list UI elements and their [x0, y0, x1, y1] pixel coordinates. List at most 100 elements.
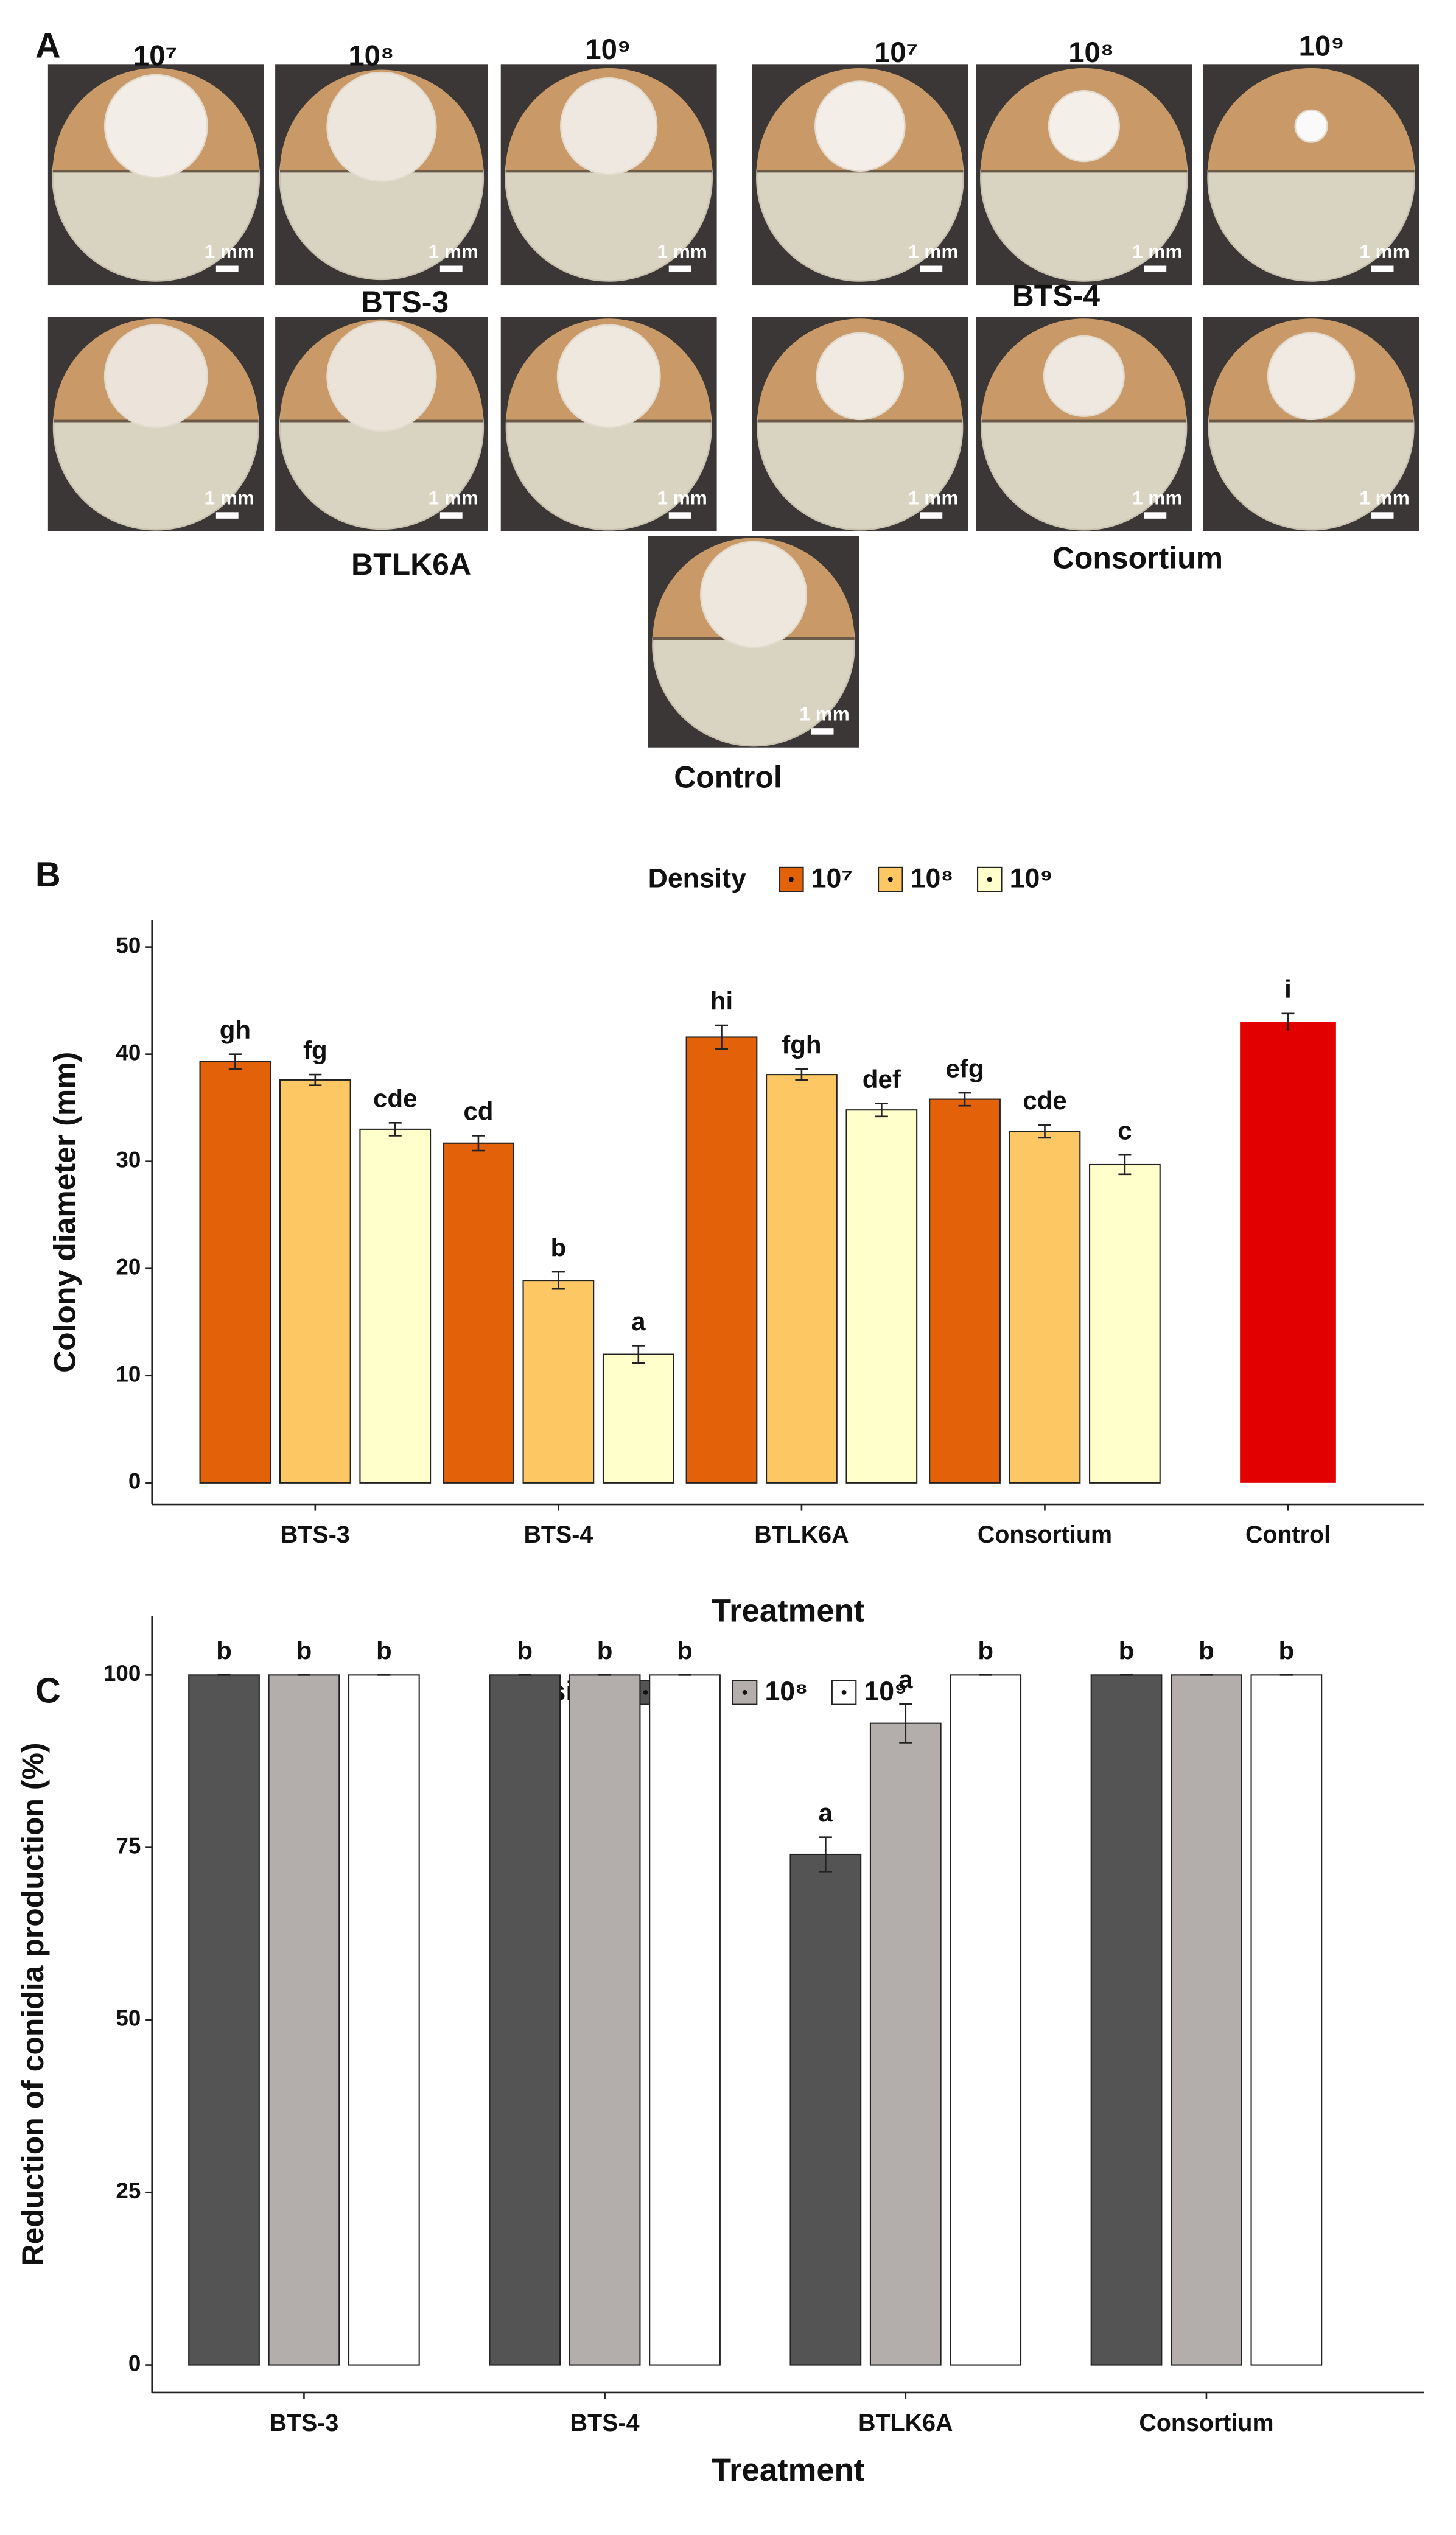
bar: [348, 1674, 420, 2366]
legend-label: 10⁹: [1010, 864, 1053, 894]
legend-dot: [887, 877, 893, 882]
colony: [1043, 335, 1125, 417]
density-label: 10⁹: [1299, 30, 1345, 63]
significance-letter: b: [1279, 1636, 1295, 1665]
significance-letter: gh: [220, 1015, 251, 1044]
x-tick-label: BTS-3: [269, 2410, 338, 2436]
significance-letter: hi: [710, 986, 733, 1015]
y-tick-label: 40: [116, 1040, 141, 1065]
significance-letter: a: [631, 1307, 646, 1336]
scale-bar-label: 1 mm: [657, 487, 707, 509]
legend-dot: [742, 1689, 747, 1695]
bar: [1090, 1674, 1163, 2366]
bar: [1171, 1674, 1242, 2366]
y-tick-label: 100: [103, 1661, 141, 1686]
error-bar: [715, 1024, 728, 1050]
scale-bar: [1144, 512, 1167, 519]
significance-letter: b: [296, 1636, 312, 1665]
error-bar: [632, 1345, 645, 1364]
scale-bar-label: 1 mm: [1132, 487, 1182, 509]
scale-bar-label: 1 mm: [1359, 487, 1409, 509]
error-bar: [388, 1122, 402, 1137]
colony: [556, 324, 661, 429]
legend-dot: [987, 877, 992, 882]
significance-letter: b: [978, 1636, 993, 1665]
group-label: Consortium: [1052, 541, 1223, 575]
group-label: BTS-3: [361, 285, 449, 319]
significance-letter: b: [677, 1636, 693, 1665]
colony: [1294, 109, 1328, 143]
error-bar: [819, 1836, 832, 1873]
colony: [103, 74, 208, 178]
scale-bar: [439, 512, 463, 519]
colony: [1048, 90, 1120, 163]
bar: [199, 1061, 271, 1484]
scale-bar: [215, 265, 239, 273]
bar: [602, 1353, 674, 1484]
panel-label: B: [35, 855, 61, 894]
scale-bar: [920, 512, 943, 519]
bar: [869, 1722, 942, 2366]
significance-letter: b: [517, 1636, 533, 1665]
error-bar: [958, 1092, 971, 1107]
error-bar: [875, 1103, 888, 1118]
error-bar: [309, 1073, 322, 1087]
significance-letter: b: [216, 1636, 232, 1665]
legend-title: Density: [648, 864, 747, 894]
bar: [1250, 1674, 1323, 2366]
density-label: 10⁷: [133, 40, 177, 72]
legend-swatch: [732, 1680, 758, 1705]
bar: [766, 1074, 838, 1484]
bar: [489, 1674, 561, 2366]
significance-letter: a: [898, 1665, 913, 1694]
density-label: 10⁷: [874, 37, 918, 69]
significance-letter: a: [819, 1798, 833, 1827]
panel-label: C: [35, 1671, 61, 1710]
scale-bar: [668, 512, 691, 519]
scale-bar: [811, 728, 834, 735]
significance-letter: b: [1199, 1636, 1214, 1665]
significance-letter: cd: [463, 1097, 493, 1126]
x-tick-label: Consortium: [1139, 2410, 1273, 2436]
group-label: BTLK6A: [351, 547, 471, 581]
legend-dot: [841, 1689, 847, 1695]
bar: [569, 1674, 641, 2366]
scale-bar-label: 1 mm: [205, 487, 254, 509]
colony: [326, 71, 437, 183]
legend-label: 10⁷: [811, 864, 853, 894]
y-tick-label: 10: [116, 1361, 141, 1386]
scale-bar-label: 1 mm: [205, 240, 254, 262]
x-tick-label: BTLK6A: [754, 1521, 849, 1548]
error-bar: [472, 1135, 485, 1152]
y-tick-label: 50: [116, 2006, 141, 2031]
group-label: BTS-4: [1012, 278, 1101, 312]
significance-letter: fg: [303, 1036, 327, 1064]
y-tick-label: 20: [116, 1254, 141, 1279]
y-tick-label: 0: [128, 2351, 141, 2375]
colony: [103, 324, 208, 429]
error-bar: [1038, 1124, 1051, 1139]
group-label: Control: [674, 760, 782, 794]
x-tick-label: BTS-4: [523, 1521, 593, 1548]
colony: [1267, 332, 1356, 421]
legend-swatch: [831, 1680, 857, 1705]
bar: [522, 1280, 595, 1484]
colony: [814, 80, 906, 172]
y-axis-title: Colony diameter (mm): [48, 1052, 82, 1373]
bar: [845, 1109, 918, 1484]
scale-bar: [920, 265, 943, 273]
bar: [188, 1674, 260, 2366]
colony: [816, 332, 905, 421]
significance-letter: b: [1119, 1636, 1135, 1665]
colony: [560, 77, 658, 175]
legend-label: 10⁹: [864, 1677, 907, 1706]
scale-bar-label: 1 mm: [908, 240, 958, 262]
error-bar: [1281, 1012, 1295, 1031]
y-axis-title: Reduction of conidia production (%): [16, 1742, 50, 2266]
x-axis-title: Treatment: [712, 1593, 864, 1629]
x-tick-label: Consortium: [978, 1521, 1112, 1548]
panel-label: A: [35, 26, 61, 65]
bar: [443, 1142, 514, 1484]
x-tick-label: BTS-4: [570, 2410, 640, 2436]
